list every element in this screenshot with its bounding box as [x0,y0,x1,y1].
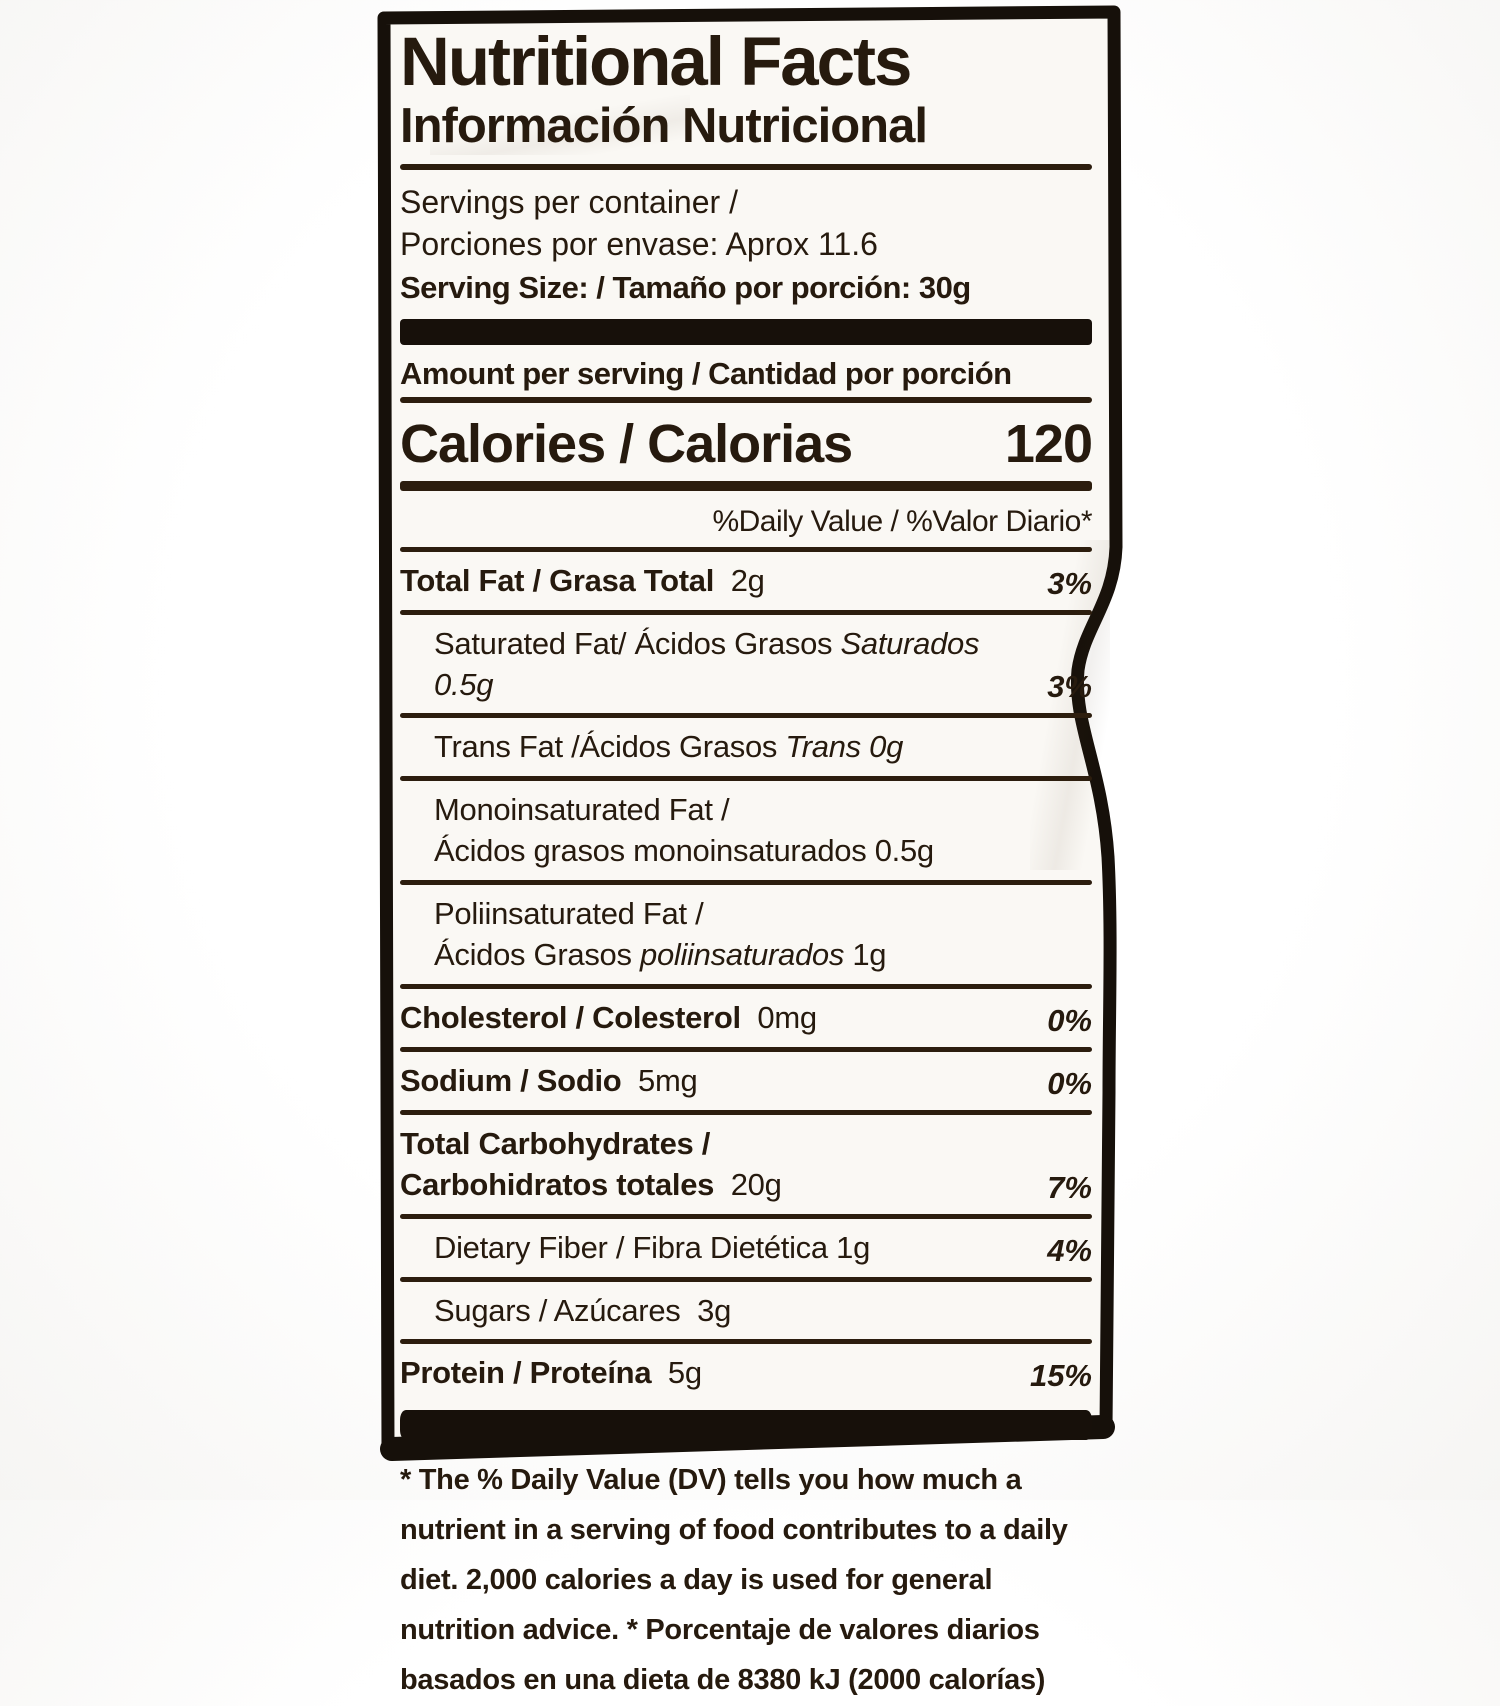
daily-value-percent: 4% [1047,1232,1092,1268]
daily-value-percent: 3% [1047,669,1092,705]
nutrient-label: Total Carbohydrates / Carbohidratos tota… [400,1125,782,1202]
divider [400,1276,1092,1282]
servings-per-container-en: Servings per container / [400,184,738,221]
nutrient-label: Sugars / Azúcares 3g [434,1292,732,1328]
row-cholesterol: Cholesterol / Colesterol 0mg 0% [400,989,1092,1047]
divider [400,546,1092,552]
divider [400,776,1092,782]
nutrient-label: Total Fat / Grasa Total 2g [400,562,765,598]
nutrient-label: Poliinsaturated Fat / Ácidos Grasos poli… [434,896,887,973]
nutrition-facts-label: Nutritional Facts Información Nutriciona… [400,23,1093,1706]
calories-label: Calories / Calorias [400,413,853,474]
row-protein: Protein / Proteína 5g 15% [400,1344,1092,1402]
nutrient-label: Sodium / Sodio 5mg [400,1062,698,1098]
nutrient-value: 1g [836,1229,871,1265]
nutrient-value: 5g [667,1355,702,1391]
servings-per-container-es: Porciones por envase: Aprox 11.6 [400,225,878,262]
nutrient-label: Monoinsaturated Fat / Ácidos grasos mono… [434,792,934,869]
thick-bar [400,318,1092,345]
amount-per-serving: Amount per serving / Cantidad por porció… [400,355,1012,391]
nutrient-label: Cholesterol / Colesterol 0mg [400,1000,817,1035]
row-saturated-fat: Saturated Fat/ Ácidos Grasos Saturados 0… [400,615,1092,714]
daily-value-percent: 0% [1047,1065,1092,1101]
nutrient-label: Dietary Fiber / Fibra Dietética 1g [434,1229,871,1265]
daily-value-header: %Daily Value / %Valor Diario* [712,504,1092,538]
nutrient-label: Saturated Fat/ Ácidos Grasos Saturados 0… [434,625,980,702]
row-sugars: Sugars / Azúcares 3g [400,1282,1092,1340]
nutrient-value: 3g [697,1292,732,1328]
daily-value-footnote: * The % Daily Value (DV) tells you how m… [400,1464,1068,1696]
serving-size: Serving Size: / Tamaño por porción: 30g [400,269,971,305]
calories-row: Calories / Calorias 120 [400,413,1093,475]
daily-value-percent: 15% [1029,1358,1092,1394]
row-sodium: Sodium / Sodio 5mg 0% [400,1052,1092,1110]
row-polyunsaturated-fat: Poliinsaturated Fat / Ácidos Grasos poli… [400,885,1092,984]
divider [400,396,1092,403]
thick-bar [400,1410,1092,1441]
row-monounsaturated-fat: Monoinsaturated Fat / Ácidos grasos mono… [400,781,1092,880]
divider [400,1339,1092,1345]
divider [400,984,1092,989]
nutrient-value: 2g [730,562,765,598]
daily-value-percent: 7% [1047,1169,1092,1205]
row-trans-fat: Trans Fat /Ácidos Grasos Trans 0g [400,718,1092,776]
nutrient-label: Trans Fat /Ácidos Grasos Trans 0g [434,729,904,765]
divider [400,1109,1092,1115]
row-total-fat: Total Fat / Grasa Total 2g 3% [400,552,1092,610]
divider [400,880,1092,886]
divider [400,164,1092,171]
divider [400,1213,1092,1219]
daily-value-percent: 0% [1047,1002,1092,1038]
nutrient-label: Protein / Proteína 5g [400,1355,702,1391]
divider [400,480,1092,491]
divider [400,1046,1092,1052]
nutrient-value: 20g [730,1166,782,1202]
label-title-es: Información Nutricional [400,99,928,154]
daily-value-percent: 3% [1047,565,1092,601]
calories-value: 120 [1004,413,1093,474]
nutrient-value: 0mg [757,1000,817,1035]
nutrient-value: 5mg [638,1062,698,1098]
divider [400,609,1092,615]
label-title-en: Nutritional Facts [400,23,912,100]
row-total-carbohydrates: Total Carbohydrates / Carbohidratos tota… [400,1115,1092,1214]
divider [400,713,1092,719]
row-dietary-fiber: Dietary Fiber / Fibra Dietética 1g 4% [400,1219,1092,1277]
